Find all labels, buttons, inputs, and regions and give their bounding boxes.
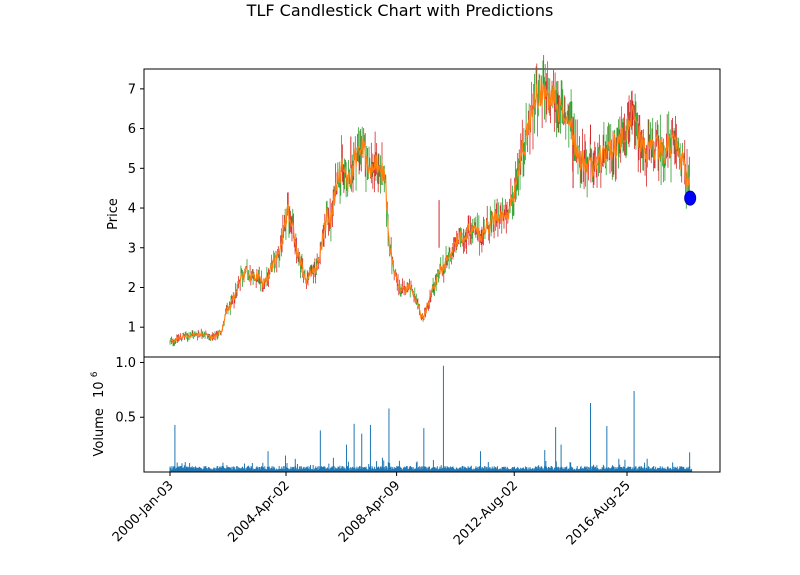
price-ytick-label: 5 <box>128 162 136 177</box>
price-ytick-label: 1 <box>128 321 136 336</box>
price-ytick-label: 4 <box>128 202 136 217</box>
volume-axes-frame <box>143 356 721 473</box>
price-ytick-label: 3 <box>128 241 136 256</box>
price-panel: 1 2 3 4 5 6 7 Price <box>106 55 721 358</box>
volume-ylabel: Volume 10 6 <box>90 371 107 456</box>
volume-ytick-label: 1.0 <box>115 356 136 371</box>
volume-ylabel-base: 10 <box>92 381 107 398</box>
volume-bars <box>169 365 693 472</box>
volume-ylabel-text: Volume <box>92 408 107 456</box>
price-ytick-label: 2 <box>128 281 136 296</box>
price-ytick-label: 6 <box>128 122 136 137</box>
volume-panel: 0.5 1.0 Volume 10 6 <box>90 356 721 473</box>
volume-ytick-label: 0.5 <box>115 411 136 426</box>
close-price-line <box>169 77 690 343</box>
chart-title: TLF Candlestick Chart with Predictions <box>246 1 554 20</box>
prediction-point <box>684 190 697 206</box>
price-ytick-label: 7 <box>128 82 136 97</box>
price-series <box>169 55 690 347</box>
price-ylabel: Price <box>106 198 121 230</box>
volume-ylabel-exp: 6 <box>90 371 100 377</box>
